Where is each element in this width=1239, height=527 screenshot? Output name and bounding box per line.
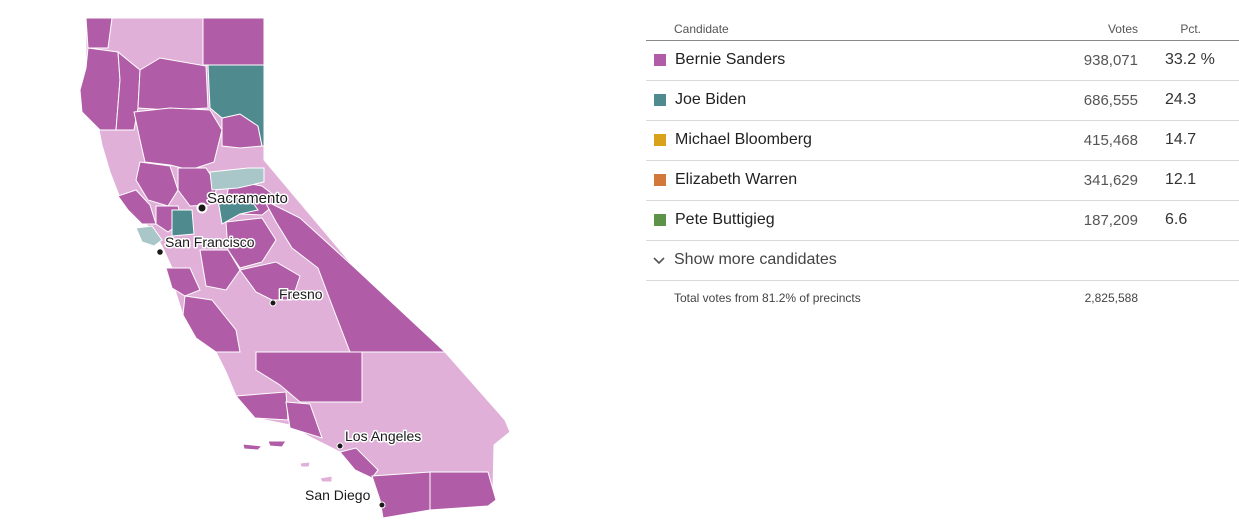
county-lassen — [207, 64, 265, 147]
candidate-votes: 187,209 — [1083, 212, 1138, 229]
islands-light — [299, 461, 333, 483]
county-ventura — [285, 401, 323, 439]
candidate-votes: 686,555 — [1083, 92, 1138, 109]
results-table: Candidate Votes Pct. Bernie Sanders 938,… — [646, 14, 1239, 311]
county-stanislaus — [199, 249, 241, 291]
island-b — [267, 440, 287, 448]
city-label-san-francisco: San Francisco — [165, 234, 255, 250]
county-placer — [209, 167, 265, 191]
fresno-dot — [269, 299, 277, 307]
county-modoc — [202, 17, 265, 66]
candidate-pct: 24.3 — [1165, 91, 1197, 108]
county-shasta — [137, 57, 209, 111]
header-pct: Pct. — [1180, 22, 1201, 36]
candidate-pct: 6.6 — [1165, 211, 1188, 228]
county-sf-bay — [135, 225, 163, 247]
candidate-pct: 12.1 — [1165, 171, 1197, 188]
island-a — [242, 443, 264, 451]
county-map-svg: Sacramento San Francisco Fresno Los Ange… — [79, 17, 511, 519]
candidate-row-bloomberg: Michael Bloomberg 415,468 14.7 — [646, 121, 1239, 161]
county-monterey — [182, 295, 241, 353]
chevron-down-icon — [653, 257, 665, 265]
city-label-los-angeles: Los Angeles — [345, 428, 421, 444]
show-more-candidates-button[interactable]: Show more candidates — [646, 241, 1239, 281]
biden-lean-counties — [135, 167, 265, 247]
candidate-votes: 341,629 — [1083, 172, 1138, 189]
candidate-votes: 938,071 — [1083, 52, 1138, 69]
city-label-sacramento: Sacramento — [207, 190, 288, 207]
sanders-counties — [79, 17, 497, 519]
candidate-row-sanders: Bernie Sanders 938,071 33.2 % — [646, 41, 1239, 81]
county-madera — [239, 261, 301, 301]
county-orange — [339, 447, 379, 479]
county-eastern-strip — [262, 198, 447, 353]
candidate-votes: 415,468 — [1083, 132, 1138, 149]
county-sacramento-area — [217, 195, 259, 225]
header-votes: Votes — [1107, 22, 1138, 36]
county-santa-barbara — [234, 391, 289, 421]
california-county-map: Sacramento San Francisco Fresno Los Ange… — [79, 17, 511, 519]
island-c — [299, 461, 311, 468]
county-imperial — [429, 471, 497, 511]
city-label-san-diego: San Diego — [305, 487, 371, 503]
candidate-color-swatch — [654, 54, 666, 66]
header-candidate: Candidate — [674, 22, 729, 36]
county-del-norte — [85, 17, 113, 49]
total-votes-label: Total votes from 81.2% of precincts — [674, 291, 861, 305]
candidate-name: Bernie Sanders — [675, 51, 786, 68]
candidate-row-biden: Joe Biden 686,555 24.3 — [646, 81, 1239, 121]
candidate-pct: 33.2 % — [1165, 51, 1215, 68]
island-d — [319, 475, 333, 483]
county-valley-b — [177, 167, 219, 207]
biden-counties — [171, 64, 265, 237]
candidate-color-swatch — [654, 94, 666, 106]
candidate-color-swatch — [654, 214, 666, 226]
county-santa-cruz — [165, 267, 201, 297]
candidate-color-swatch — [654, 134, 666, 146]
candidate-name: Pete Buttigieg — [675, 211, 775, 228]
candidate-row-buttigieg: Pete Buttigieg 187,209 6.6 — [646, 201, 1239, 241]
table-header: Candidate Votes Pct. — [646, 14, 1239, 41]
los-angeles-dot — [336, 442, 344, 450]
city-markers — [155, 202, 386, 509]
county-north-central — [133, 107, 223, 171]
city-label-fresno: Fresno — [279, 286, 323, 302]
total-votes-value: 2,825,588 — [1084, 291, 1138, 305]
candidate-name: Joe Biden — [675, 91, 747, 108]
candidate-row-warren: Elizabeth Warren 341,629 12.1 — [646, 161, 1239, 201]
candidate-name: Elizabeth Warren — [675, 171, 798, 188]
san-diego-dot — [378, 501, 386, 509]
county-san-diego — [371, 471, 431, 519]
county-yolo — [171, 209, 195, 237]
candidate-name: Michael Bloomberg — [675, 131, 812, 148]
candidate-color-swatch — [654, 174, 666, 186]
county-kern — [255, 351, 363, 403]
san-francisco-dot — [155, 247, 165, 257]
show-more-label: Show more candidates — [674, 251, 837, 268]
total-votes-row: Total votes from 81.2% of precincts 2,82… — [646, 281, 1239, 311]
sacramento-dot — [196, 202, 208, 214]
candidate-pct: 14.7 — [1165, 131, 1197, 148]
